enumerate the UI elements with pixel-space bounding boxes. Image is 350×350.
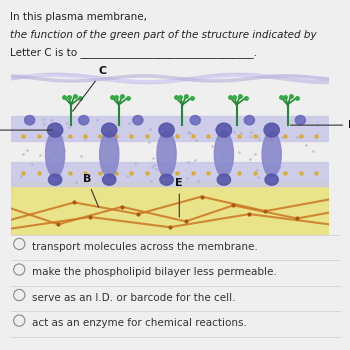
Ellipse shape xyxy=(103,174,116,185)
Ellipse shape xyxy=(262,132,281,177)
Text: the function of the green part of the structure indicated by: the function of the green part of the st… xyxy=(10,30,317,40)
Ellipse shape xyxy=(102,123,117,137)
Ellipse shape xyxy=(264,123,279,137)
Ellipse shape xyxy=(265,174,278,185)
Ellipse shape xyxy=(160,174,173,185)
Bar xyxy=(10,162,329,186)
Text: E: E xyxy=(175,178,183,217)
Ellipse shape xyxy=(133,116,143,125)
Ellipse shape xyxy=(159,123,174,137)
Text: transport molecules across the membrane.: transport molecules across the membrane. xyxy=(32,242,257,252)
Ellipse shape xyxy=(46,132,65,177)
Ellipse shape xyxy=(157,132,176,177)
Ellipse shape xyxy=(216,123,232,137)
Text: make the phospholipid bilayer less permeable.: make the phospholipid bilayer less perme… xyxy=(32,267,276,277)
Ellipse shape xyxy=(48,174,62,185)
Ellipse shape xyxy=(25,116,35,125)
Text: C: C xyxy=(73,66,107,111)
Ellipse shape xyxy=(295,116,306,125)
Text: In this plasma membrane,: In this plasma membrane, xyxy=(10,12,151,22)
Text: B: B xyxy=(83,174,99,207)
Ellipse shape xyxy=(244,116,254,125)
Ellipse shape xyxy=(48,123,63,137)
Ellipse shape xyxy=(79,116,89,125)
Text: A: A xyxy=(0,125,52,135)
Bar xyxy=(10,182,329,234)
Text: serve as an I.D. or barcode for the cell.: serve as an I.D. or barcode for the cell… xyxy=(32,293,235,303)
Ellipse shape xyxy=(190,116,200,125)
Ellipse shape xyxy=(100,132,119,177)
Bar xyxy=(10,117,329,141)
Ellipse shape xyxy=(214,132,233,177)
Text: act as an enzyme for chemical reactions.: act as an enzyme for chemical reactions. xyxy=(32,318,246,328)
Ellipse shape xyxy=(217,174,231,185)
Text: Letter C is to _________________________________.: Letter C is to _________________________… xyxy=(10,47,258,58)
Text: D: D xyxy=(290,120,350,130)
